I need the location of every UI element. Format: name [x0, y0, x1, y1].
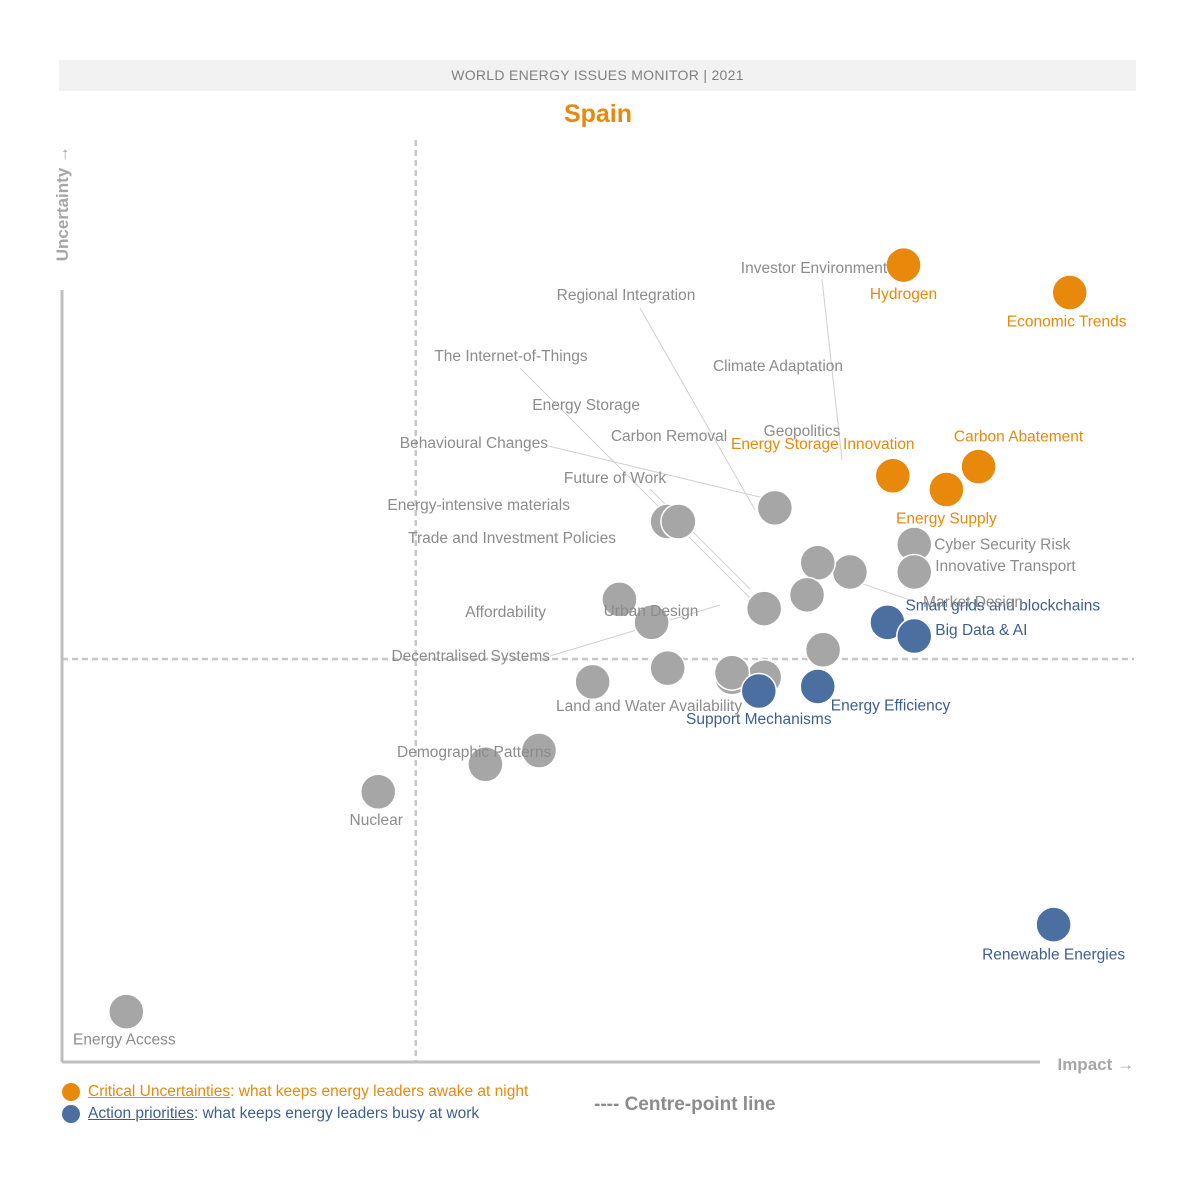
issue-label-demographic-patterns: Demographic Patterns	[397, 744, 551, 761]
issue-dot-behavioural-changes[interactable]	[788, 576, 826, 614]
issue-label-affordability: Affordability	[465, 604, 546, 621]
issue-dot-demographic-patterns[interactable]	[467, 746, 504, 783]
legend-critical-link[interactable]: Critical Uncertainties	[88, 1083, 231, 1100]
issue-label-energy-efficiency: Energy Efficiency	[831, 697, 951, 714]
leader-line-behavioural-changes	[547, 445, 786, 504]
issues-scatter-chart: Hydrogen Economic Trends Carbon Abatement E…	[53, 140, 1134, 1074]
issue-dot-energy-access[interactable]	[108, 993, 145, 1030]
issue-label-economic-trends: Economic Trends	[1007, 314, 1127, 331]
leader-line-the-internet-of-things	[519, 367, 751, 599]
issue-label-energy-storage: Energy Storage	[532, 397, 640, 414]
legend-action-link[interactable]: Action priorities	[88, 1105, 194, 1122]
issue-dot-decentralised-systems[interactable]	[713, 654, 751, 691]
issue-label-market-design: Market Design	[923, 594, 1023, 611]
issue-label-investor-environment: Investor Environment	[741, 260, 888, 277]
issue-dot-investor-environment[interactable]	[831, 553, 869, 591]
issue-dot-energy-efficiency[interactable]	[799, 668, 837, 705]
issue-dot-carbon-removal[interactable]	[660, 503, 697, 540]
issue-label-regional-integration: Regional Integration	[557, 287, 696, 304]
issue-dot-innovative-transport[interactable]	[895, 553, 933, 591]
issue-label-renewable-energies: Renewable Energies	[982, 947, 1125, 964]
issue-label-urban-design: Urban Design	[604, 603, 699, 620]
issue-label-land-and-water-availability: Land and Water Availability	[556, 698, 742, 715]
issue-label-energy-intensive-materials: Energy-intensive materials	[387, 497, 570, 514]
issue-dot-nuclear[interactable]	[359, 773, 397, 811]
issue-label-smart-grids-and-blockchains: Smart grids and blockchains	[905, 597, 1100, 614]
action-dot-icon	[62, 1105, 80, 1123]
issue-label-cyber-security-risk: Cyber Security Risk	[934, 536, 1070, 553]
legend-critical: Critical Uncertainties : what keeps ener…	[62, 1081, 762, 1103]
issue-label-carbon-abatement: Carbon Abatement	[954, 429, 1084, 446]
issue-label-nuclear: Nuclear	[350, 812, 403, 829]
issue-label-the-internet-of-things: The Internet-of-Things	[434, 348, 588, 365]
issue-dot-affordability[interactable]	[574, 663, 611, 701]
issue-label-big-data-ai: Big Data & AI	[935, 622, 1027, 639]
issue-label-behavioural-changes: Behavioural Changes	[400, 435, 548, 452]
issue-label-innovative-transport: Innovative Transport	[935, 558, 1076, 575]
critical-dot-icon	[62, 1083, 80, 1101]
issue-dot-carbon-abatement[interactable]	[960, 448, 997, 485]
issue-dot-energy-storage-innovation[interactable]	[874, 457, 912, 495]
leader-line-investor-environment	[821, 278, 843, 461]
issue-label-energy-access: Energy Access	[73, 1032, 176, 1049]
issue-label-carbon-removal: Carbon Removal	[611, 428, 727, 445]
legend: Critical Uncertainties : what keeps ener…	[62, 1081, 762, 1125]
monitor-title: WORLD ENERGY ISSUES MONITOR | 2021	[451, 67, 744, 83]
issue-dot-regional-integration[interactable]	[745, 590, 783, 627]
issue-dot-climate-adaptation[interactable]	[756, 489, 794, 527]
issue-dot-big-data-ai[interactable]	[895, 617, 933, 655]
centre-point-legend: ---- Centre-point line	[594, 1094, 776, 1115]
header-bar: WORLD ENERGY ISSUES MONITOR | 2021	[59, 60, 1136, 91]
issue-dot-support-mechanisms[interactable]	[740, 672, 778, 710]
issue-dot-renewable-energies[interactable]	[1035, 906, 1072, 943]
leader-line-regional-integration	[639, 307, 756, 511]
legend-action-text: : what keeps energy leaders busy at work	[193, 1105, 480, 1122]
issue-label-energy-supply: Energy Supply	[896, 511, 997, 528]
issue-dot-energy-supply[interactable]	[928, 471, 965, 508]
issue-label-trade-and-investment-policies: Trade and Investment Policies	[408, 530, 616, 547]
issue-dot-energy-intensive-materials[interactable]	[601, 581, 638, 618]
issue-dot-urban-design[interactable]	[649, 649, 686, 687]
issue-label-hydrogen: Hydrogen	[870, 286, 937, 303]
issue-label-future-of-work: Future of Work	[564, 470, 666, 487]
issue-label-climate-adaptation: Climate Adaptation	[713, 358, 843, 375]
legend-action: Action priorities : what keeps energy le…	[62, 1103, 762, 1125]
issue-label-support-mechanisms: Support Mechanisms	[686, 711, 832, 728]
country-title: Spain	[563, 100, 633, 128]
issue-label-decentralised-systems: Decentralised Systems	[391, 648, 550, 665]
issue-label-geopolitics: Geopolitics	[764, 423, 841, 440]
issue-label-energy-storage-innovation: Energy Storage Innovation	[731, 436, 915, 453]
issue-dot-market-design[interactable]	[804, 631, 842, 669]
issue-dot-hydrogen[interactable]	[885, 246, 922, 284]
issue-dot-land-and-water-availability[interactable]	[520, 732, 558, 769]
issue-dot-geopolitics[interactable]	[799, 544, 837, 582]
x-axis-title: Impact →	[1057, 1055, 1134, 1074]
leader-line-decentralised-systems	[549, 604, 721, 657]
y-axis-title: Uncertainty →	[53, 146, 72, 261]
legend-critical-text: : what keeps energy leaders awake at nig…	[230, 1083, 529, 1100]
issue-dot-trade-and-investment-policies[interactable]	[633, 604, 670, 641]
issue-dot-economic-trends[interactable]	[1051, 274, 1088, 311]
